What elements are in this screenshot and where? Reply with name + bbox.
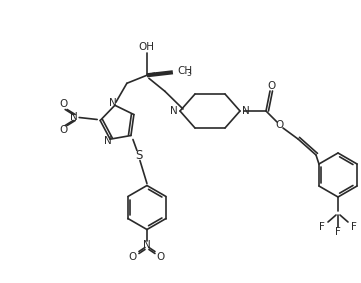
Text: N: N: [143, 239, 151, 250]
Text: O: O: [129, 252, 137, 261]
Text: O: O: [268, 81, 276, 91]
Text: O: O: [59, 100, 67, 110]
Text: F: F: [335, 227, 341, 237]
Text: N: N: [104, 136, 112, 146]
Text: S: S: [135, 149, 143, 162]
Text: OH: OH: [139, 42, 155, 52]
Text: 3: 3: [187, 69, 192, 78]
Text: CH: CH: [178, 66, 193, 76]
Text: N: N: [242, 106, 250, 116]
Text: ···: ···: [151, 70, 158, 76]
Text: O: O: [276, 120, 284, 130]
Text: N: N: [170, 106, 178, 116]
Text: O: O: [59, 125, 67, 136]
Text: N: N: [109, 98, 117, 108]
Text: F: F: [351, 222, 357, 232]
Text: O: O: [157, 252, 165, 261]
Text: F: F: [319, 222, 325, 232]
Text: N: N: [70, 113, 78, 123]
